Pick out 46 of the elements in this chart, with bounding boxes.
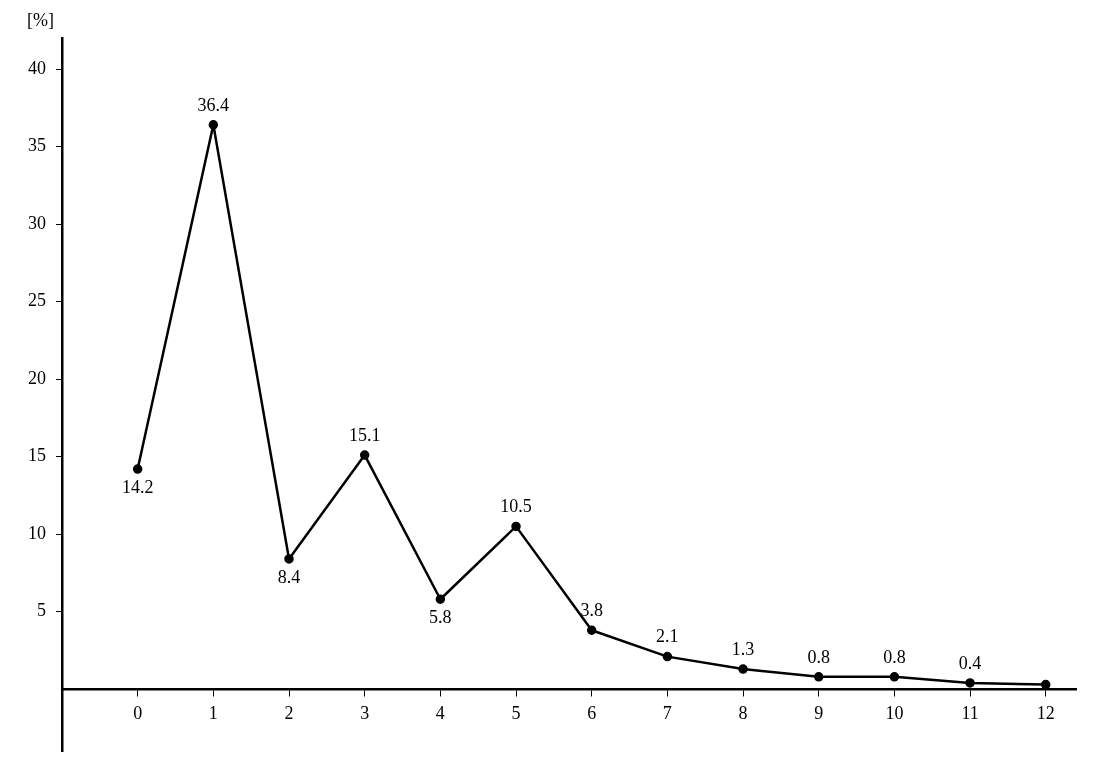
data-label: 10.5 [500,496,532,517]
point [965,678,975,688]
x-tick-label: 7 [662,702,672,723]
y-tick-label: 20 [28,367,46,388]
data-label: 0.4 [958,652,982,673]
point [511,521,521,532]
x-tick-label: 1 [208,702,218,723]
x-tick-label: 2 [284,702,294,723]
y-tick-label: 35 [28,135,46,156]
data-label: 14.2 [121,476,154,497]
x-tick-label: 6 [587,702,597,723]
x-tick-label: 8 [738,702,748,723]
point [889,672,900,682]
data-label: 0.8 [883,646,906,667]
y-tick-label: 10 [28,522,46,543]
point [738,664,748,674]
x-tick-label: 9 [814,702,824,723]
y-tick-label: 40 [28,57,46,78]
data-label: 3.8 [580,600,603,620]
data-label: 1.3 [731,638,755,659]
y-tick-label: 15 [28,445,46,466]
x-tick-label: 0 [133,702,143,723]
x-tick-label: 4 [435,702,445,723]
point [284,554,294,564]
point [132,464,143,474]
y-tick-label: 30 [28,212,46,233]
x-tick-label: 3 [360,702,370,723]
y-tick-label: 5 [37,600,46,621]
data-label: 2.1 [656,626,679,647]
data-label: 5.8 [429,606,452,627]
point [586,625,597,636]
x-tick-label: 5 [511,702,521,723]
data-label: 36.4 [197,94,230,115]
data-label: 0.8 [807,646,830,667]
point [435,594,446,605]
data-label: 15.1 [348,424,381,445]
data-label: 8.4 [277,566,301,587]
y-tick-label: 25 [28,290,46,311]
point [813,672,824,682]
point [208,120,219,130]
y-axis-title: [%] [27,9,54,30]
point [662,651,673,662]
x-tick-label: 12 [1036,702,1055,723]
x-tick-label: 11 [961,702,979,723]
point [359,450,370,460]
x-tick-label: 10 [885,702,904,723]
